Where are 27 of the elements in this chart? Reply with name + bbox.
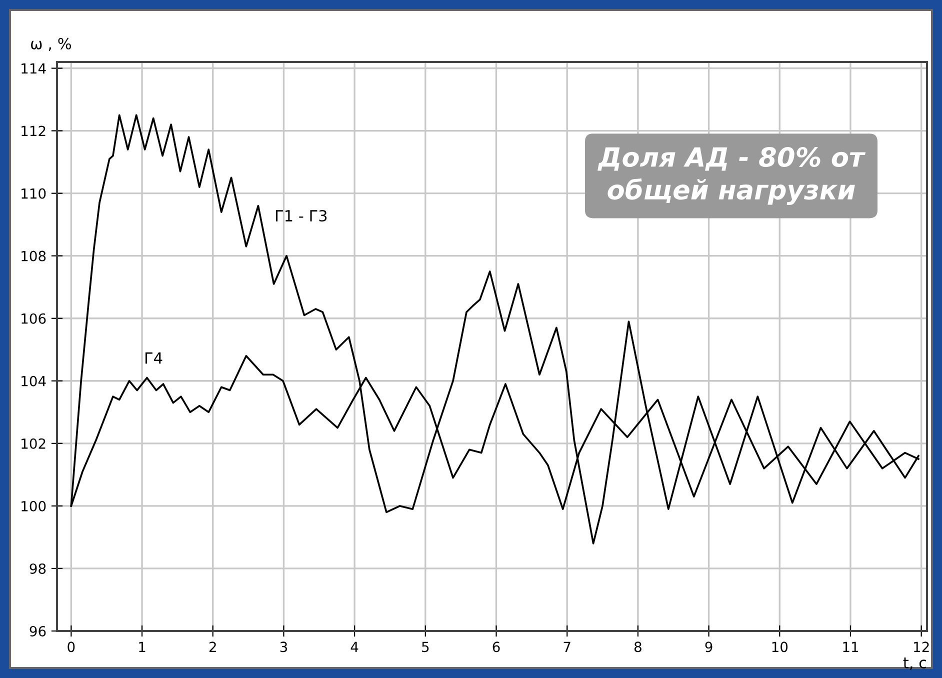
y-tick-label: 96: [30, 626, 46, 636]
y-tick-label: 104: [22, 376, 46, 386]
x-tick-label: 3: [280, 642, 288, 652]
x-tick-label: 12: [914, 642, 929, 652]
x-tick-label: 0: [68, 642, 75, 652]
y-tick-label: 106: [22, 313, 46, 324]
series-label: Г4: [146, 352, 162, 364]
x-tick-label: 9: [705, 642, 712, 652]
x-tick-label: 8: [634, 642, 642, 652]
y-tick-label: 108: [22, 250, 46, 262]
y-tick-label: 112: [22, 126, 46, 136]
x-tick-label: 7: [564, 642, 570, 652]
series-label: Г1 - Г3: [276, 210, 327, 222]
x-tick-label: 6: [492, 642, 500, 652]
x-tick-label: 2: [209, 642, 216, 652]
x-tick-label: 5: [422, 642, 429, 652]
y-tick-label: 114: [22, 63, 46, 74]
y-tick-label: 110: [22, 188, 46, 199]
y-tick-label: 98: [30, 563, 46, 574]
x-tick-label: 10: [772, 642, 788, 652]
y-axis-title: ω , %: [31, 38, 72, 51]
x-tick-label: 1: [139, 642, 146, 652]
x-tick-label: 11: [843, 642, 858, 652]
y-tick-label: 102: [22, 438, 46, 449]
x-tick-label: 4: [350, 642, 358, 652]
annotation: Доля АД - 80% от общей нагрузки: [598, 147, 866, 206]
y-tick-label: 100: [22, 500, 46, 512]
